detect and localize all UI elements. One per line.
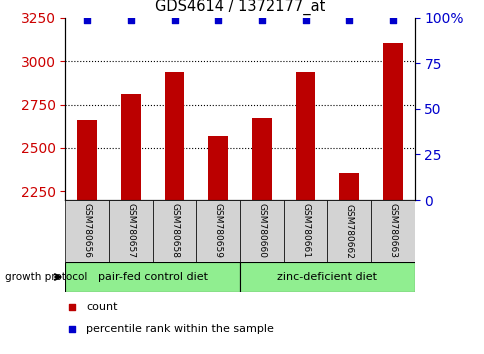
Title: GDS4614 / 1372177_at: GDS4614 / 1372177_at [154, 0, 325, 15]
Bar [208, 136, 227, 200]
Text: GSM780660: GSM780660 [257, 204, 266, 258]
Bar [240, 200, 283, 262]
Text: GSM780659: GSM780659 [213, 204, 222, 258]
Bar [295, 72, 315, 200]
Point [299, 36, 307, 42]
Point [127, 17, 135, 22]
Bar [339, 173, 358, 200]
Point [301, 17, 309, 22]
Point [214, 17, 222, 22]
Bar [382, 43, 402, 200]
Bar [283, 200, 327, 262]
Text: GSM780661: GSM780661 [301, 204, 309, 258]
Bar [121, 94, 140, 200]
Text: percentile rank within the sample: percentile rank within the sample [86, 324, 274, 334]
Bar [252, 118, 271, 200]
Point [170, 17, 178, 22]
Text: zinc-deficient diet: zinc-deficient diet [277, 272, 377, 282]
Point [345, 17, 352, 22]
Text: GSM780656: GSM780656 [83, 204, 91, 258]
Bar [196, 200, 240, 262]
Bar [65, 200, 109, 262]
Text: growth protocol: growth protocol [5, 272, 87, 282]
Bar [109, 200, 152, 262]
Point [388, 17, 396, 22]
Bar [240, 262, 414, 292]
Bar [165, 72, 184, 200]
Text: count: count [86, 302, 118, 313]
Bar [370, 200, 414, 262]
Point [299, 229, 307, 235]
Bar [327, 200, 370, 262]
Point [83, 17, 91, 22]
Point [257, 17, 265, 22]
Text: pair-fed control diet: pair-fed control diet [98, 272, 207, 282]
Text: GSM780663: GSM780663 [388, 204, 396, 258]
Bar [65, 262, 240, 292]
Bar [152, 200, 196, 262]
Text: GSM780662: GSM780662 [344, 204, 353, 258]
Text: GSM780658: GSM780658 [170, 204, 179, 258]
Bar [77, 120, 97, 200]
Text: GSM780657: GSM780657 [126, 204, 135, 258]
